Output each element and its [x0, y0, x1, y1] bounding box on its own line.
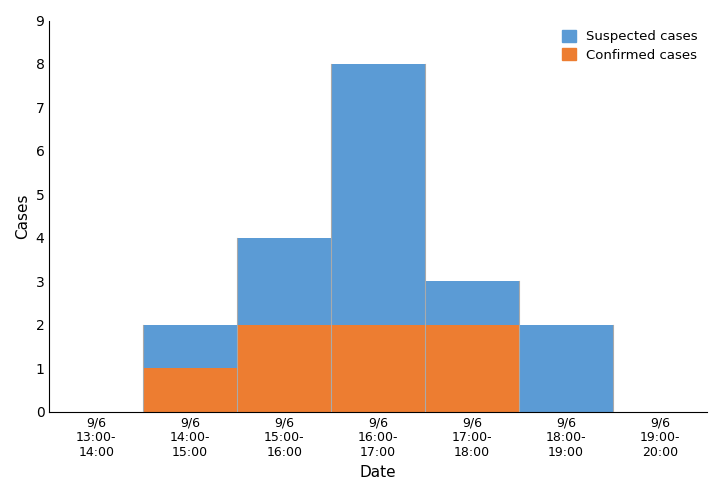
X-axis label: Date: Date: [360, 465, 396, 480]
Bar: [238, 238, 331, 325]
Bar: [143, 368, 238, 411]
Bar: [143, 325, 238, 368]
Bar: [425, 325, 519, 411]
Y-axis label: Cases: Cases: [15, 193, 30, 239]
Bar: [238, 325, 331, 411]
Legend: Suspected cases, Confirmed cases: Suspected cases, Confirmed cases: [557, 24, 703, 67]
Bar: [519, 325, 613, 411]
Bar: [425, 281, 519, 325]
Bar: [331, 325, 425, 411]
Bar: [331, 64, 425, 325]
